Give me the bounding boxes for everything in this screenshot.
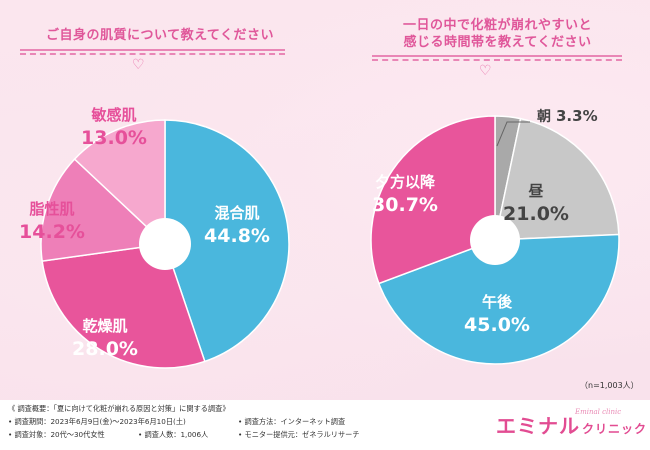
heart-icon: ♡ bbox=[479, 63, 492, 79]
pie-slice-0-0 bbox=[164, 119, 290, 363]
donut-hole-1 bbox=[470, 215, 520, 265]
survey-count: • 調査人数：1,006人 bbox=[138, 430, 209, 439]
sample-size-note: （n=1,003人） bbox=[580, 381, 639, 390]
pie-slice-1-2 bbox=[377, 233, 620, 365]
pie-slice-0-2 bbox=[40, 158, 167, 262]
right-title-underline bbox=[372, 55, 622, 57]
right-question-title-line1: 一日の中で化粧が崩れやすいと bbox=[402, 18, 592, 33]
survey-target: • 調査対象：20代〜30代女性 bbox=[8, 430, 105, 439]
slice-value-0-2: 14.2% bbox=[19, 221, 85, 243]
right-question-title-line2: 感じる時間帯を教えてください bbox=[403, 35, 592, 50]
survey-method: • 調査方法：インターネット調査 bbox=[238, 417, 346, 426]
right-title-dashline bbox=[372, 59, 622, 61]
slice-label-0-2: 脂性肌 bbox=[29, 200, 74, 218]
footer bbox=[0, 400, 650, 450]
left-question-title: ご自身の肌質について教えてください bbox=[45, 28, 275, 43]
brand-main: エミナル bbox=[496, 414, 580, 438]
survey-summary: 《 調査概要：「夏に向けて化粧が崩れる原因と対策」に関する調査》 bbox=[8, 404, 230, 413]
brand-small: クリニック bbox=[582, 422, 648, 436]
pie-slice-1-3 bbox=[370, 115, 496, 285]
heart-icon: ♡ bbox=[132, 57, 145, 73]
pie-slice-1-1 bbox=[494, 117, 620, 241]
slice-value-0-1: 28.0% bbox=[72, 338, 138, 360]
slice-value-1-2: 45.0% bbox=[464, 314, 530, 336]
pie-slice-0-3 bbox=[73, 119, 166, 246]
brand-logo: エミナル クリニック bbox=[496, 410, 647, 439]
left-title-underline bbox=[20, 49, 285, 51]
slice-label-0-1: 乾燥肌 bbox=[82, 317, 127, 335]
slice-label-1-1: 昼 bbox=[528, 182, 543, 200]
slice-label-0-0: 混合肌 bbox=[214, 204, 259, 222]
pie-slice-0-1 bbox=[41, 243, 206, 369]
brand-sub: Eminal clinic bbox=[575, 408, 622, 416]
donut-hole-0 bbox=[139, 218, 191, 270]
slice-label-1-3: 夕方以降 bbox=[375, 173, 436, 191]
slice-label-1-0: 朝 bbox=[537, 108, 551, 125]
slice-value-0-0: 44.8% bbox=[204, 225, 270, 247]
slice-label-0-3: 敏感肌 bbox=[90, 106, 136, 124]
slice-label-1-2: 午後 bbox=[482, 293, 513, 311]
leader-line-asa bbox=[496, 121, 530, 147]
survey-monitor: • モニター提供元：ゼネラルリサーチ bbox=[238, 430, 360, 439]
slice-value-1-3: 30.7% bbox=[372, 194, 438, 216]
left-title-dashline bbox=[20, 53, 285, 55]
slice-value-0-3: 13.0% bbox=[81, 127, 147, 149]
survey-period: • 調査期間：2023年6月9日(金)〜2023年6月10日(土) bbox=[8, 417, 186, 426]
slice-value-1-1: 21.0% bbox=[503, 203, 569, 225]
slice-value-1-0: 3.3% bbox=[556, 107, 598, 125]
charts-svg: 混合肌 44.8% 乾燥肌 28.0% 脂性肌 14.2% 敏感肌 13.0% 朝 3.3% 昼 21… bbox=[19, 106, 620, 369]
